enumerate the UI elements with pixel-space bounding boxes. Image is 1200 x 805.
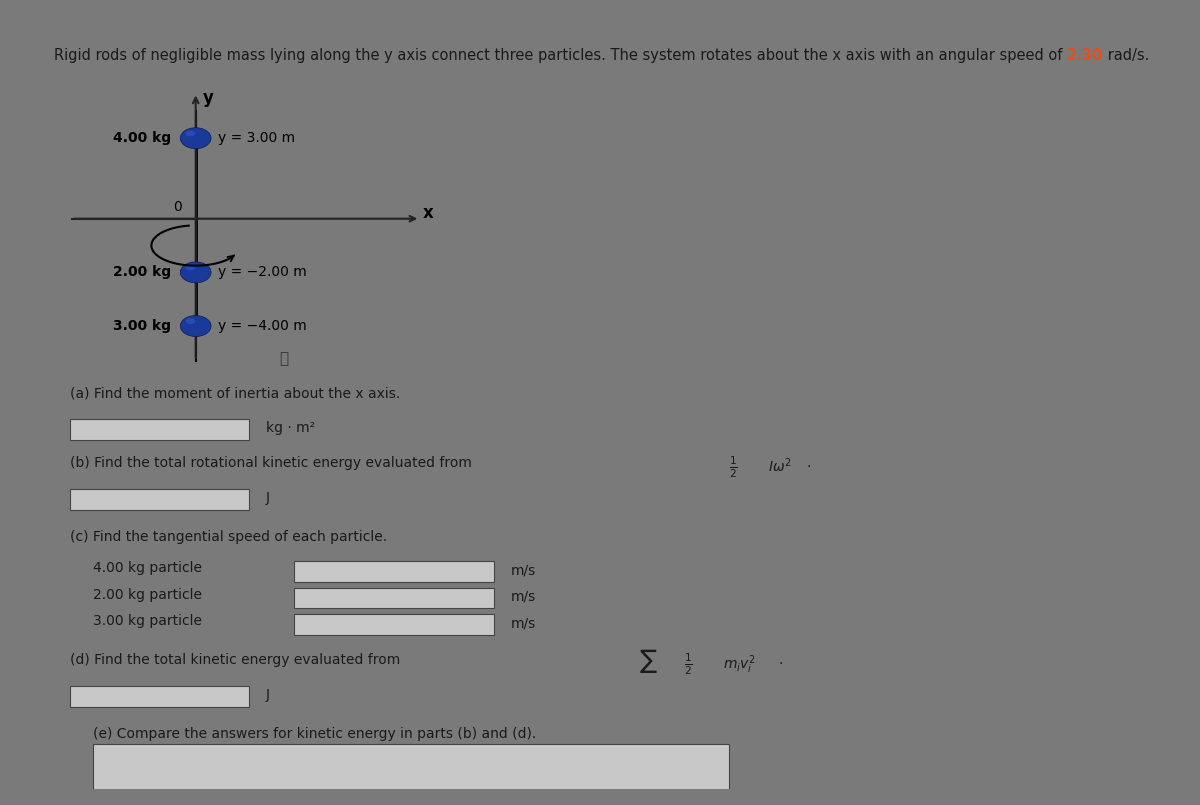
FancyBboxPatch shape (71, 419, 248, 440)
Ellipse shape (186, 130, 196, 136)
Text: 3.00 kg: 3.00 kg (113, 319, 170, 333)
Text: 0: 0 (173, 200, 182, 213)
Ellipse shape (180, 316, 211, 336)
Text: $\frac{1}{2}$: $\frac{1}{2}$ (728, 454, 738, 480)
Text: $I\omega^2$: $I\omega^2$ (768, 456, 792, 475)
FancyBboxPatch shape (294, 614, 494, 635)
Text: (c) Find the tangential speed of each particle.: (c) Find the tangential speed of each pa… (71, 530, 388, 544)
Text: y = −2.00 m: y = −2.00 m (218, 266, 307, 279)
Ellipse shape (186, 265, 196, 270)
Text: m/s: m/s (511, 590, 536, 604)
Text: .: . (779, 654, 784, 667)
Text: m/s: m/s (511, 617, 536, 630)
Text: (e) Compare the answers for kinetic energy in parts (b) and (d).: (e) Compare the answers for kinetic ener… (92, 728, 536, 741)
Text: 2.00 kg particle: 2.00 kg particle (92, 588, 202, 601)
Text: $\sum$: $\sum$ (640, 647, 658, 675)
FancyBboxPatch shape (71, 686, 248, 707)
Text: x: x (424, 204, 434, 222)
Text: ⓘ: ⓘ (280, 351, 289, 365)
Text: y = 3.00 m: y = 3.00 m (218, 131, 295, 145)
Text: (b) Find the total rotational kinetic energy evaluated from: (b) Find the total rotational kinetic en… (71, 456, 476, 470)
Text: $m_iv_i^2$: $m_iv_i^2$ (724, 654, 756, 676)
Text: (d) Find the total kinetic energy evaluated from: (d) Find the total kinetic energy evalua… (71, 654, 404, 667)
Ellipse shape (186, 318, 196, 324)
FancyBboxPatch shape (294, 561, 494, 581)
Text: J: J (265, 491, 270, 506)
Text: Rigid rods of negligible mass lying along the y axis connect three particles. Th: Rigid rods of negligible mass lying alon… (54, 48, 1067, 63)
Text: 2.30: 2.30 (1067, 48, 1103, 63)
FancyBboxPatch shape (92, 744, 728, 805)
Text: 3.00 kg particle: 3.00 kg particle (92, 614, 202, 629)
Text: 4.00 kg particle: 4.00 kg particle (92, 561, 202, 575)
Text: (a) Find the moment of inertia about the x axis.: (a) Find the moment of inertia about the… (71, 386, 401, 401)
Text: J: J (265, 688, 270, 702)
FancyBboxPatch shape (294, 588, 494, 609)
Text: y: y (203, 89, 214, 107)
Ellipse shape (180, 262, 211, 283)
Text: m/s: m/s (511, 563, 536, 577)
Text: .: . (806, 456, 811, 470)
Text: 2.00 kg: 2.00 kg (113, 266, 170, 279)
Text: y = −4.00 m: y = −4.00 m (218, 319, 307, 333)
Text: kg · m²: kg · m² (265, 422, 314, 436)
Ellipse shape (180, 128, 211, 149)
Text: $\frac{1}{2}$: $\frac{1}{2}$ (684, 651, 692, 677)
Text: rad/s.: rad/s. (1103, 48, 1150, 63)
Text: 4.00 kg: 4.00 kg (113, 131, 170, 145)
FancyBboxPatch shape (71, 489, 248, 510)
